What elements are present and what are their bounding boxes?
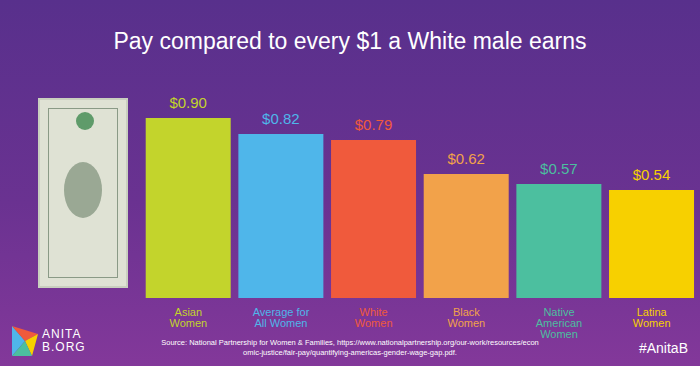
svg-text:$0.82: $0.82 (262, 110, 300, 127)
svg-text:AsianWomen: AsianWomen (169, 306, 207, 329)
svg-text:$0.90: $0.90 (169, 94, 207, 111)
html-text:ANITA: ANITA (42, 327, 82, 341)
svg-text:$0.57: $0.57 (540, 160, 578, 177)
svg-text:LatinaWomen: LatinaWomen (633, 306, 671, 329)
svg-text:$0.54: $0.54 (633, 166, 671, 183)
html-text:B.ORG: B.ORG (42, 340, 86, 354)
html-text:Pay compared to every $1 a Whi: Pay compared to every $1 a White male ea… (113, 28, 587, 54)
svg-text:$0.79: $0.79 (355, 116, 393, 133)
svg-text:BlackWomen: BlackWomen (447, 306, 485, 329)
html-text:Source: National Partnership f: Source: National Partnership for Women &… (161, 338, 539, 357)
svg-text:WhiteWomen: WhiteWomen (355, 306, 393, 329)
svg-text:Average forAll Women: Average forAll Women (253, 306, 310, 329)
html-text:#AnitaB: #AnitaB (639, 340, 688, 356)
svg-text:$0.62: $0.62 (447, 150, 485, 167)
svg-text:NativeAmericanWomen: NativeAmericanWomen (536, 306, 582, 340)
